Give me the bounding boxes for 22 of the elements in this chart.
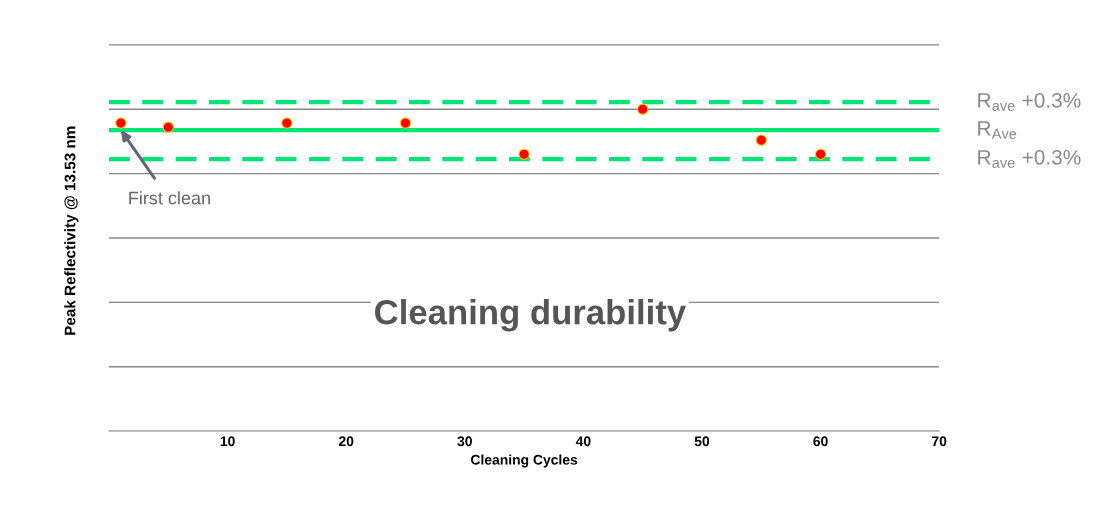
ref-line-label: R$_{ave}$ +0.3% xyxy=(978,149,1081,168)
point xyxy=(755,134,767,146)
x-tick-label: 30 xyxy=(457,436,472,447)
x-tick-label: 50 xyxy=(694,436,710,447)
point xyxy=(115,117,127,129)
ref-line-label: R$_{Ave}$ xyxy=(978,121,1017,139)
x-tick-label: 40 xyxy=(575,436,591,447)
annotation: Cleaning durability xyxy=(375,299,686,332)
x-tick-label: 10 xyxy=(220,436,235,447)
x-tick-label: 60 xyxy=(813,436,828,447)
y-axis-title: Peak Reflectivity @ 13.53 nm xyxy=(64,126,79,335)
point xyxy=(518,148,530,160)
point xyxy=(281,117,293,129)
x-axis-title: Cleaning Cycles xyxy=(471,454,578,468)
point xyxy=(162,121,175,133)
ref-line-label: R$_{ave}$ +0.3% xyxy=(978,92,1081,111)
x-tick-label: 70 xyxy=(932,436,947,447)
x-tick-label: 20 xyxy=(338,436,354,447)
point xyxy=(814,148,827,160)
annotation: First clean xyxy=(129,191,210,205)
point xyxy=(399,117,412,129)
point xyxy=(636,103,649,115)
